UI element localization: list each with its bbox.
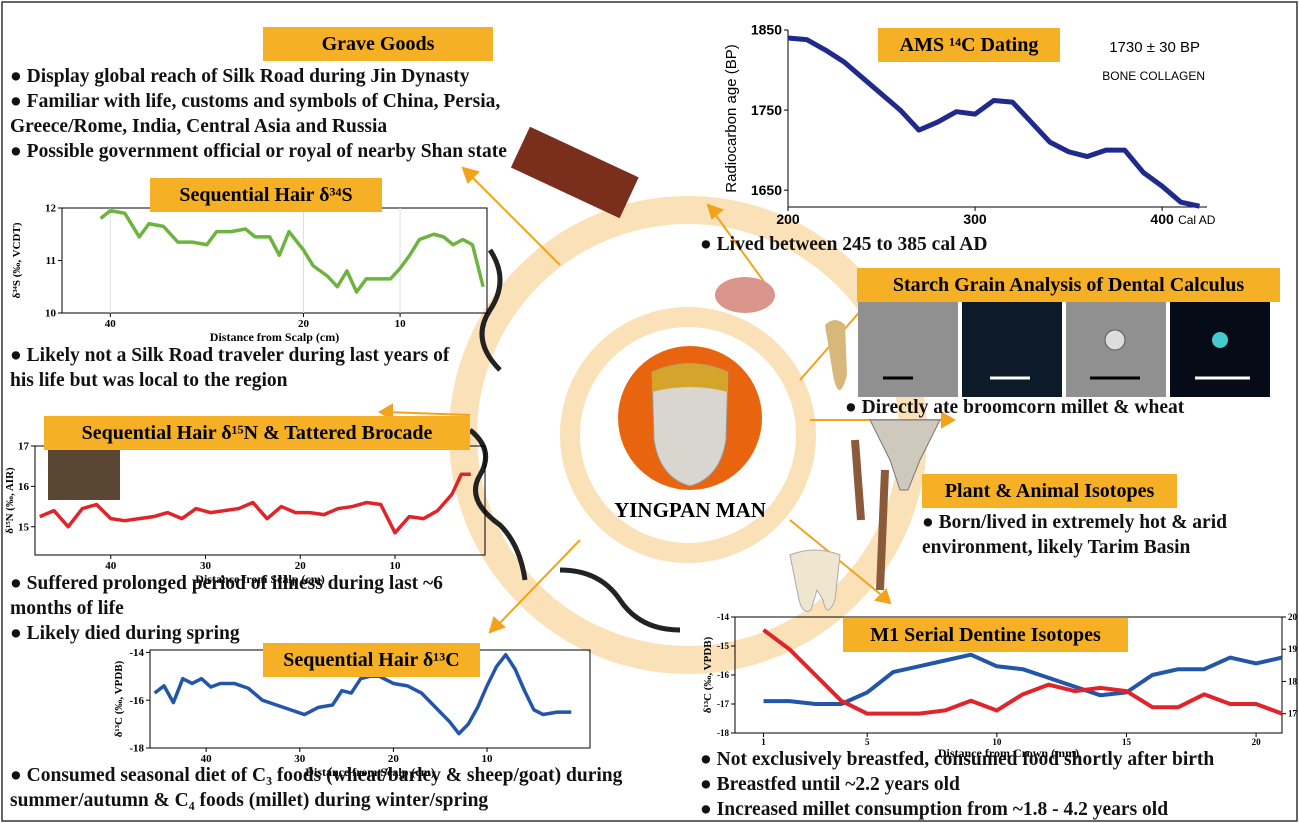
bullet: Consumed seasonal diet of C₃ foods (whea… xyxy=(10,763,730,813)
bullet: Breastfed until ~2.2 years old xyxy=(700,772,1299,797)
annotation: BONE COLLAGEN xyxy=(1102,69,1205,83)
tooth-photo xyxy=(825,320,847,390)
bullet-list: Directly ate broomcorn millet & wheat xyxy=(845,395,1285,420)
x-tick-label: 1 xyxy=(761,737,766,747)
bullet: Lived between 245 to 385 cal AD xyxy=(700,232,1100,257)
section-title: AMS ¹⁴C Dating xyxy=(878,28,1060,62)
bullet: Possible government official or royal of… xyxy=(10,139,610,164)
y-tick-label: 15 xyxy=(18,521,30,533)
bullet-list: Lived between 245 to 385 cal AD xyxy=(700,232,1100,257)
y-axis-label: δ¹⁵N (‰, AIR) xyxy=(4,467,16,534)
y-tick-label: -18 xyxy=(129,743,144,755)
data-line xyxy=(788,38,1200,206)
calculus-photo xyxy=(715,277,775,313)
data-line xyxy=(101,211,484,292)
x-tick-label: 10 xyxy=(395,318,407,330)
y2-tick-label: 20 xyxy=(1288,612,1298,622)
section-title: Plant & Animal Isotopes xyxy=(922,474,1177,508)
y-tick-label: 1650 xyxy=(751,182,782,198)
x-tick-label: 300 xyxy=(963,211,987,227)
annotation: 1730 ± 30 BP xyxy=(1109,39,1200,56)
x-tick-label: 20 xyxy=(298,318,310,330)
y-tick-label: -15 xyxy=(717,641,729,651)
x-unit-label: Cal AD xyxy=(1178,213,1216,227)
x-axis-label: Distance from Scalp (cm) xyxy=(210,330,339,344)
section-title: Sequential Hair δ¹³C xyxy=(263,643,480,677)
bullet-list: Likely not a Silk Road traveler during l… xyxy=(10,343,470,393)
bullet-list: Suffered prolonged period of illness dur… xyxy=(10,571,450,646)
bullet-list: Not exclusively breastfed, consumed food… xyxy=(700,747,1299,822)
y-tick-label: 1750 xyxy=(751,102,782,118)
y-tick-label: -16 xyxy=(717,670,729,680)
y-axis-label: δ¹³C (‰, VPDB) xyxy=(113,660,125,737)
x-tick-label: 400 xyxy=(1150,211,1174,227)
bullet: Increased millet consumption from ~1.8 -… xyxy=(700,797,1299,822)
molar-photo xyxy=(790,550,840,611)
section-title: Starch Grain Analysis of Dental Calculus xyxy=(857,268,1280,302)
y-tick-label: -14 xyxy=(717,612,729,622)
section-title: Grave Goods xyxy=(263,27,493,61)
y-tick-label: 1850 xyxy=(751,22,782,38)
x-tick-label: 5 xyxy=(865,737,870,747)
y2-tick-label: 18 xyxy=(1288,676,1298,686)
x-tick-label: 20 xyxy=(1252,737,1262,747)
center-label: YINGPAN MAN xyxy=(590,498,790,523)
bullet: Suffered prolonged period of illness dur… xyxy=(10,571,450,621)
y-tick-label: -17 xyxy=(717,699,729,709)
y-axis-label: δ³⁴S (‰, VCDT) xyxy=(11,222,23,298)
y-axis-label: δ¹³C (‰, VPDB) xyxy=(702,636,714,713)
infographic: 40 20 10 10 11 12 Distance from Scalp (cm) δ³⁴S… xyxy=(0,0,1299,823)
bullet-list: Born/lived in extremely hot & arid envir… xyxy=(922,510,1282,560)
plot-frame xyxy=(62,208,487,313)
starch-images xyxy=(858,302,1270,397)
y-tick-label: 12 xyxy=(45,203,57,215)
bullet: Likely not a Silk Road traveler during l… xyxy=(10,343,470,393)
bullet: Not exclusively breastfed, consumed food… xyxy=(700,747,1299,772)
bullet-list: Consumed seasonal diet of C₃ foods (whea… xyxy=(10,763,730,813)
bullet: Familiar with life, customs and symbols … xyxy=(10,89,610,139)
y-tick-label: -16 xyxy=(129,695,144,707)
bullet-list: Display global reach of Silk Road during… xyxy=(10,64,610,164)
y2-tick-label: 19 xyxy=(1288,644,1298,654)
y-tick-label: 11 xyxy=(46,255,56,267)
y-tick-label: -14 xyxy=(129,647,144,659)
y-tick-label: 17 xyxy=(18,441,30,453)
section-title: M1 Serial Dentine Isotopes xyxy=(843,618,1128,652)
x-tick-label: 40 xyxy=(105,318,117,330)
y-tick-label: 16 xyxy=(18,481,30,493)
section-title: Sequential Hair δ³⁴S xyxy=(150,178,382,212)
bullet: Directly ate broomcorn millet & wheat xyxy=(845,395,1285,420)
brocade-photo xyxy=(48,450,120,500)
y-axis-label: Radiocarbon age (BP) xyxy=(723,44,740,192)
y-tick-label: -18 xyxy=(717,728,729,738)
section-title: Sequential Hair δ¹⁵N & Tattered Brocade xyxy=(44,416,470,450)
x-tick-label: 15 xyxy=(1122,737,1132,747)
bullet: Born/lived in extremely hot & arid envir… xyxy=(922,510,1282,560)
x-tick-label: 200 xyxy=(776,211,800,227)
y-tick-label: 10 xyxy=(45,308,57,320)
y2-tick-label: 17 xyxy=(1288,709,1298,719)
bullet: Display global reach of Silk Road during… xyxy=(10,64,610,89)
